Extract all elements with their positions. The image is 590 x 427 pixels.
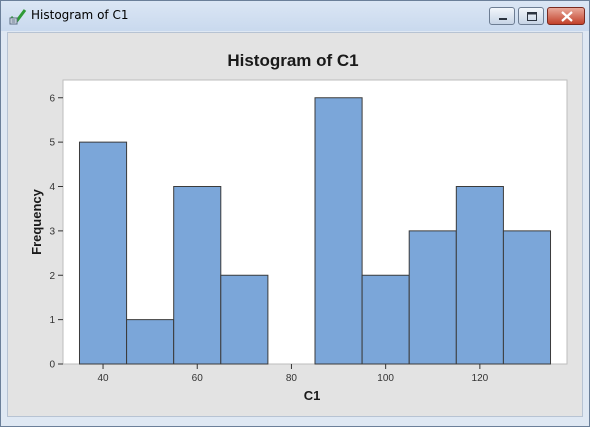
histogram-bars bbox=[78, 97, 552, 365]
histogram-chart: Histogram of C1 0 1 2 3 4 5 6 40 60 80 100 120 C1 F… bbox=[29, 51, 568, 403]
y-tick-label: 2 bbox=[49, 271, 55, 282]
minimize-button[interactable] bbox=[489, 7, 515, 25]
histogram-bar-3 bbox=[220, 274, 269, 365]
maximize-button[interactable] bbox=[518, 7, 544, 25]
y-tick-label: 0 bbox=[49, 360, 55, 371]
x-tick-label: 80 bbox=[286, 373, 298, 384]
minimize-icon bbox=[499, 18, 507, 20]
close-icon bbox=[561, 11, 573, 22]
y-tick-label: 5 bbox=[49, 138, 55, 149]
maximize-icon bbox=[527, 12, 537, 21]
histogram-bar-2 bbox=[173, 186, 222, 365]
histogram-bar-0 bbox=[78, 141, 128, 365]
window-title: Histogram of C1 bbox=[31, 8, 129, 22]
histogram-bar-8 bbox=[455, 186, 504, 365]
y-tick-label: 3 bbox=[49, 226, 55, 237]
minitab-check-icon bbox=[9, 9, 27, 25]
graph-client-area: Histogram of C1 0 1 2 3 4 5 6 40 60 80 100 120 C1 F… bbox=[7, 32, 583, 417]
close-button[interactable] bbox=[547, 7, 585, 25]
histogram-bar-9 bbox=[502, 230, 552, 365]
histogram-bar-7 bbox=[408, 230, 457, 365]
x-tick-label: 40 bbox=[97, 373, 109, 384]
x-tick-label: 120 bbox=[472, 373, 489, 384]
histogram-bar-6 bbox=[361, 274, 410, 365]
histogram-bar-5 bbox=[314, 97, 363, 365]
x-axis-label: C1 bbox=[304, 388, 321, 403]
title-bar[interactable]: Histogram of C1 bbox=[1, 1, 589, 31]
y-axis-label: Frequency bbox=[29, 188, 44, 255]
chart-title: Histogram of C1 bbox=[227, 51, 358, 70]
y-tick-label: 1 bbox=[49, 315, 55, 326]
x-tick-label: 60 bbox=[192, 373, 204, 384]
y-tick-label: 6 bbox=[49, 93, 55, 104]
histogram-bar-1 bbox=[126, 319, 175, 365]
window-bottom-border bbox=[1, 417, 589, 426]
x-tick-label: 100 bbox=[377, 373, 394, 384]
axes: 0 1 2 3 4 5 6 40 60 80 100 120 bbox=[49, 93, 488, 384]
y-tick-label: 4 bbox=[49, 182, 55, 193]
